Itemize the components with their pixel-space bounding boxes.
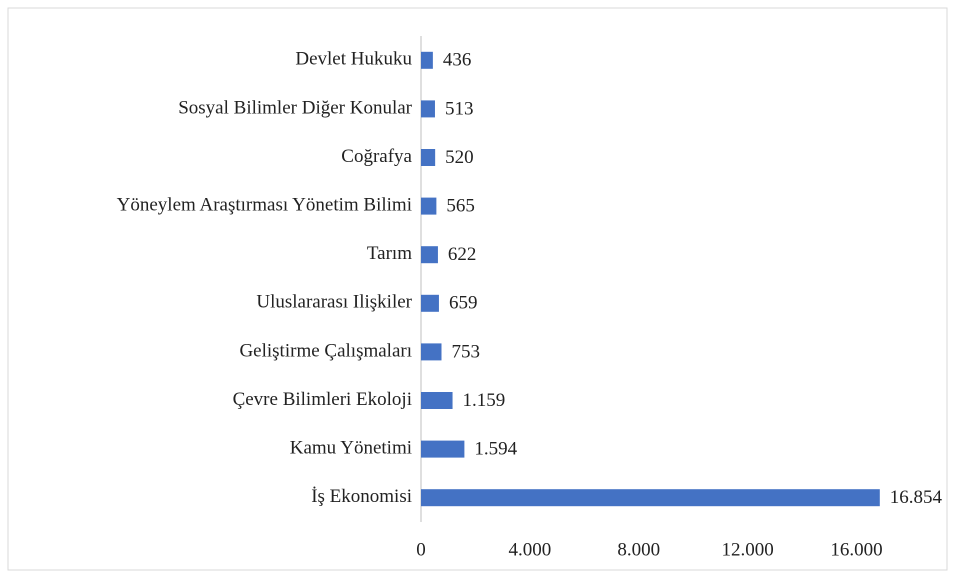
y-tick-label: Yöneylem Araştırması Yönetim Bilimi (117, 194, 412, 215)
y-tick-label: Devlet Hukuku (295, 49, 412, 70)
bar (421, 149, 436, 166)
x-tick-label: 16.000 (830, 539, 882, 560)
y-tick-label: İş Ekonomisi (311, 486, 412, 507)
y-tick-label: Çevre Bilimleri Ekoloji (233, 389, 412, 410)
bar (421, 246, 438, 264)
value-label: 622 (448, 244, 477, 265)
value-label: 565 (446, 195, 475, 216)
bar (421, 440, 465, 458)
bar (421, 51, 433, 69)
bar (421, 489, 880, 507)
value-label: 659 (449, 293, 478, 314)
bar (421, 392, 453, 409)
bar (421, 197, 437, 215)
y-tick-label: Coğrafya (341, 146, 412, 167)
x-tick-label: 0 (416, 539, 426, 560)
bar (421, 294, 439, 312)
y-tick-label: Sosyal Bilimler Diğer Konular (178, 97, 412, 118)
bar (421, 100, 435, 118)
value-label: 753 (451, 341, 480, 362)
value-label: 520 (445, 147, 474, 168)
y-tick-label: Kamu Yönetimi (290, 437, 412, 458)
value-label: 16.854 (890, 487, 943, 508)
x-tick-label: 8.000 (617, 539, 660, 560)
bar (421, 343, 442, 361)
x-tick-label: 4.000 (509, 539, 552, 560)
y-tick-label: Uluslararası Ilişkiler (256, 292, 412, 313)
chart-frame (7, 7, 948, 571)
x-tick-label: 12.000 (722, 539, 774, 560)
value-label: 513 (445, 98, 474, 119)
value-label: 1.594 (474, 438, 517, 459)
value-label: 436 (443, 50, 472, 71)
y-tick-label: Tarım (367, 243, 412, 264)
y-tick-label: Geliştirme Çalışmaları (239, 340, 412, 361)
value-label: 1.159 (463, 390, 506, 411)
